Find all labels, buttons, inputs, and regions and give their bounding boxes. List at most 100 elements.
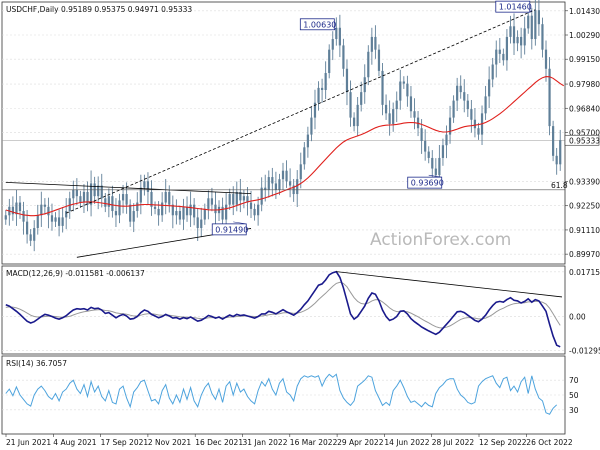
watermark: ActionForex.com — [370, 230, 511, 250]
price-annotation-box — [407, 176, 443, 189]
candle-body — [352, 117, 356, 127]
candle-body — [473, 119, 477, 129]
candle-body — [463, 92, 466, 101]
time-tick-label: 29 Apr 2022 — [337, 438, 384, 447]
candle-body — [228, 194, 231, 205]
time-tick-label: 12 Sep 2022 — [479, 438, 527, 447]
candle-body — [65, 211, 68, 218]
candle-body — [299, 164, 302, 180]
candle-body — [242, 196, 246, 201]
candle-body — [470, 109, 473, 120]
candle-body — [356, 104, 359, 127]
time-tick-label: 14 Jun 2022 — [384, 438, 429, 447]
candle-body — [239, 191, 242, 201]
candle-body — [555, 155, 558, 165]
candle-body — [320, 87, 324, 90]
candle-body — [168, 191, 171, 205]
candle-body — [178, 211, 182, 220]
candle-body — [171, 204, 174, 216]
time-tick-label: 16 Dec 2021 — [195, 438, 243, 447]
candle-body — [111, 196, 114, 212]
candle-body — [57, 217, 61, 226]
candle-body — [150, 191, 153, 207]
candle-body — [4, 215, 7, 220]
candle-body — [534, 10, 537, 40]
candle-body — [72, 189, 75, 199]
candle-body — [349, 92, 352, 118]
candle-body — [289, 181, 292, 186]
candle-body — [456, 85, 459, 101]
candle-body — [50, 215, 54, 222]
candle-body — [328, 49, 331, 74]
price-tick-label: 0.91110 — [569, 226, 600, 235]
candle-body — [360, 92, 363, 105]
current-price-box — [564, 134, 600, 146]
candle-body — [104, 198, 107, 207]
candle-body — [431, 157, 434, 169]
candle-body — [157, 208, 160, 216]
candle-body — [164, 191, 167, 203]
moving-average-line — [5, 76, 565, 217]
rsi-axis: 70 50 30 — [569, 376, 579, 415]
candle-body — [544, 49, 548, 69]
candle-body — [331, 39, 334, 50]
macd-axis: 0.01715 0.00 -0.01295 — [569, 268, 600, 356]
candle-body — [537, 10, 540, 25]
candle-body — [185, 206, 189, 216]
candle-body — [249, 202, 253, 209]
candle-body — [100, 185, 103, 199]
candle-body — [11, 206, 14, 215]
candle-body — [338, 27, 341, 46]
rsi-grid — [2, 379, 565, 411]
candle-body — [189, 204, 192, 216]
fibonacci-level-label: 61.8 — [551, 181, 568, 190]
time-axis: 21 Jun 2021 4 Aug 2021 17 Sep 2021 2 Nov 20… — [5, 434, 573, 447]
candle-body — [335, 27, 338, 40]
candle-body — [512, 26, 516, 44]
candle-body — [520, 36, 523, 46]
candle-body — [420, 128, 423, 141]
rsi-header: RSI(14) 36.7057 — [6, 359, 67, 368]
candle-body — [203, 208, 206, 220]
price-annotation-leader — [334, 27, 337, 30]
time-tick-label: 16 Mar 2022 — [290, 438, 338, 447]
candle-body — [132, 211, 135, 222]
candle-body — [424, 140, 427, 152]
candle-body — [89, 183, 93, 205]
candle-body — [406, 83, 409, 97]
candle-body — [377, 49, 381, 71]
candle-body — [310, 117, 313, 135]
candle-body — [200, 219, 203, 229]
time-tick-label: 4 Aug 2021 — [53, 438, 96, 447]
candle-body — [139, 187, 142, 203]
price-header: USDCHF,Daily 0.95189 0.95375 0.94971 0.9… — [6, 5, 192, 14]
price-annotation-leader — [529, 9, 533, 13]
price-annotation-box — [299, 18, 335, 31]
candle-body — [452, 100, 455, 118]
candle-body — [445, 134, 448, 146]
candle-body — [182, 206, 185, 220]
candle-body — [136, 202, 139, 212]
candle-body — [559, 140, 562, 165]
candle-body — [530, 15, 533, 40]
candle-body — [253, 208, 256, 216]
candle-body — [434, 168, 437, 176]
candle-body — [399, 81, 402, 101]
candle-body — [121, 194, 125, 201]
price-annotation-leader — [233, 221, 247, 225]
candle-body — [271, 177, 274, 184]
price-annotation-box — [211, 223, 247, 236]
time-tick-label: 28 Jul 2022 — [432, 438, 475, 447]
candle-body — [196, 217, 199, 229]
candle-body — [477, 128, 480, 135]
candle-body — [214, 204, 217, 214]
price-tick-label: 0.96840 — [569, 104, 600, 113]
rsi-line — [5, 373, 558, 415]
candle-body — [153, 206, 157, 209]
candle-body — [161, 202, 164, 216]
price-annotation-leader — [428, 174, 442, 178]
rsi-tick-label: 70 — [569, 376, 579, 385]
candle-body — [193, 204, 196, 218]
candle-body — [257, 204, 260, 216]
candle-body — [509, 26, 512, 37]
